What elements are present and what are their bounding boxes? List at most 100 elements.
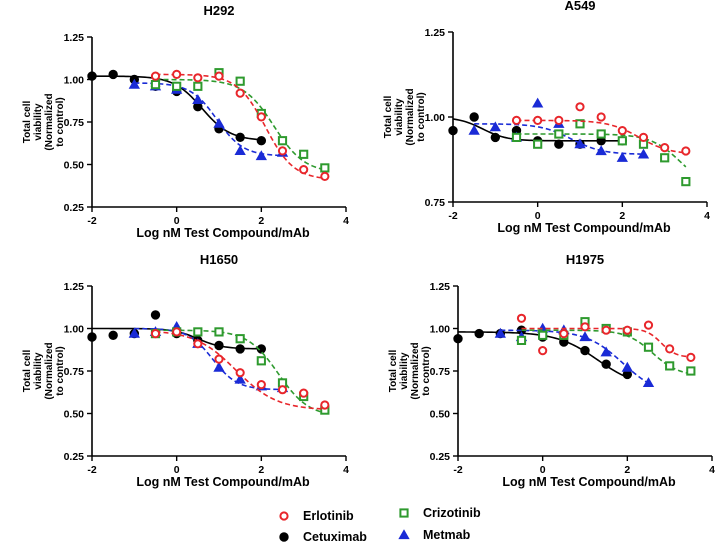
data-point <box>580 322 590 332</box>
data-point <box>256 136 267 146</box>
legend-marker <box>279 532 289 542</box>
data-point <box>320 171 330 181</box>
x-axis-label: Log nM Test Compound/mAb <box>136 475 310 489</box>
y-axis-label-line: to control) <box>55 346 66 395</box>
data-point <box>554 129 564 139</box>
data-point <box>255 150 267 161</box>
data-point <box>193 327 203 337</box>
data-point <box>277 146 288 156</box>
data-point <box>596 112 606 122</box>
x-tick-label: 0 <box>174 464 180 476</box>
data-point <box>617 136 627 146</box>
data-point <box>214 327 224 337</box>
data-point <box>128 78 140 89</box>
x-tick-label: 0 <box>174 215 180 227</box>
data-point <box>214 340 224 351</box>
y-tick-label: 1.00 <box>64 324 85 336</box>
data-point <box>490 132 501 143</box>
y-tick-label: 1.00 <box>430 324 451 336</box>
y-axis-label-line: viability <box>399 352 410 390</box>
data-point <box>235 368 245 378</box>
y-tick-label: 0.75 <box>64 117 85 129</box>
y-tick-label: 0.75 <box>430 366 451 378</box>
legend-marker <box>399 508 409 518</box>
x-tick-label: 2 <box>258 215 264 227</box>
y-axis-label-line: to control) <box>421 346 432 395</box>
data-point <box>108 330 118 340</box>
y-axis-label-line: (Normalized <box>44 342 55 399</box>
y-tick-label: 0.50 <box>64 409 85 421</box>
data-point <box>600 346 612 357</box>
chart-panel-h1975: H1975 0.25 0.50 0.75 1.00 1.25 -2 0 2 4 Log nM Tes… <box>388 252 715 489</box>
y-tick-label: 1.25 <box>64 281 85 293</box>
data-point <box>193 81 203 91</box>
fit-curve <box>474 123 644 155</box>
fit-curve <box>516 119 686 154</box>
y-axis-label-line: to control) <box>55 97 66 146</box>
data-point <box>474 328 484 339</box>
data-point <box>538 346 548 356</box>
data-point <box>277 136 288 146</box>
data-point <box>448 125 458 136</box>
x-tick-label: 4 <box>343 215 349 227</box>
data-point <box>235 76 245 86</box>
data-point <box>469 112 479 122</box>
data-point <box>150 71 161 81</box>
data-point <box>686 366 696 376</box>
data-point <box>643 342 654 352</box>
y-axis-label: Total cellviability(Normalizedto control… <box>388 342 432 399</box>
y-tick-label: 1.00 <box>64 75 85 87</box>
data-point <box>235 344 245 354</box>
data-point <box>256 380 266 390</box>
x-tick-label: 4 <box>704 210 710 222</box>
legend-label: Crizotinib <box>423 506 481 520</box>
y-axis-label: Total cellviability(Normalizedto control… <box>22 342 66 399</box>
y-axis-label-line: to control) <box>416 92 427 141</box>
data-point <box>660 153 670 163</box>
data-point <box>511 115 522 126</box>
data-point <box>601 359 611 369</box>
data-point <box>299 388 309 398</box>
chart-title: A549 <box>564 0 595 13</box>
data-point <box>579 331 591 342</box>
data-point <box>642 377 655 387</box>
legend-item-crizotinib: Crizotinib <box>399 506 481 520</box>
chart-panel-h292: H292 0.25 0.50 0.75 1.00 1.25 -2 0 2 4 Log nM Test… <box>22 3 349 240</box>
chart-title: H1650 <box>200 252 238 267</box>
data-point <box>87 71 97 81</box>
y-axis-label-line: Total cell <box>388 349 399 392</box>
y-axis-label-line: (Normalized <box>44 93 55 150</box>
x-axis-label: Log nM Test Compound/mAb <box>502 475 676 489</box>
data-point <box>214 354 224 364</box>
legend-label: Metmab <box>423 528 471 542</box>
data-point <box>601 325 611 335</box>
y-tick-label: 1.00 <box>425 112 446 124</box>
data-point <box>192 94 204 104</box>
data-point <box>193 73 203 83</box>
data-point <box>554 139 564 149</box>
data-point <box>108 69 118 80</box>
data-point <box>532 97 544 108</box>
data-point <box>213 117 225 128</box>
data-point <box>511 132 522 143</box>
data-point <box>516 313 527 323</box>
y-axis-label-line: viability <box>33 352 44 390</box>
series-erlotinib <box>511 102 691 156</box>
y-tick-label: 1.25 <box>425 27 446 39</box>
y-tick-label: 0.75 <box>64 366 85 378</box>
y-axis-label-line: (Normalized <box>405 88 416 145</box>
data-point <box>193 339 203 349</box>
y-axis-label-line: Total cell <box>22 349 33 392</box>
x-tick-label: 0 <box>540 464 546 476</box>
series-erlotinib <box>150 327 330 410</box>
data-point <box>150 80 161 90</box>
data-point <box>575 102 585 112</box>
data-point <box>150 329 161 339</box>
legend-label: Cetuximab <box>303 530 367 544</box>
data-point <box>660 143 670 153</box>
data-point <box>494 327 506 338</box>
y-axis-label-line: Total cell <box>22 100 33 143</box>
data-point <box>214 71 224 81</box>
chart-panel-a549: A549 0.75 1.00 1.25 -2 0 2 4 Log nM Test Compoun… <box>383 0 710 235</box>
